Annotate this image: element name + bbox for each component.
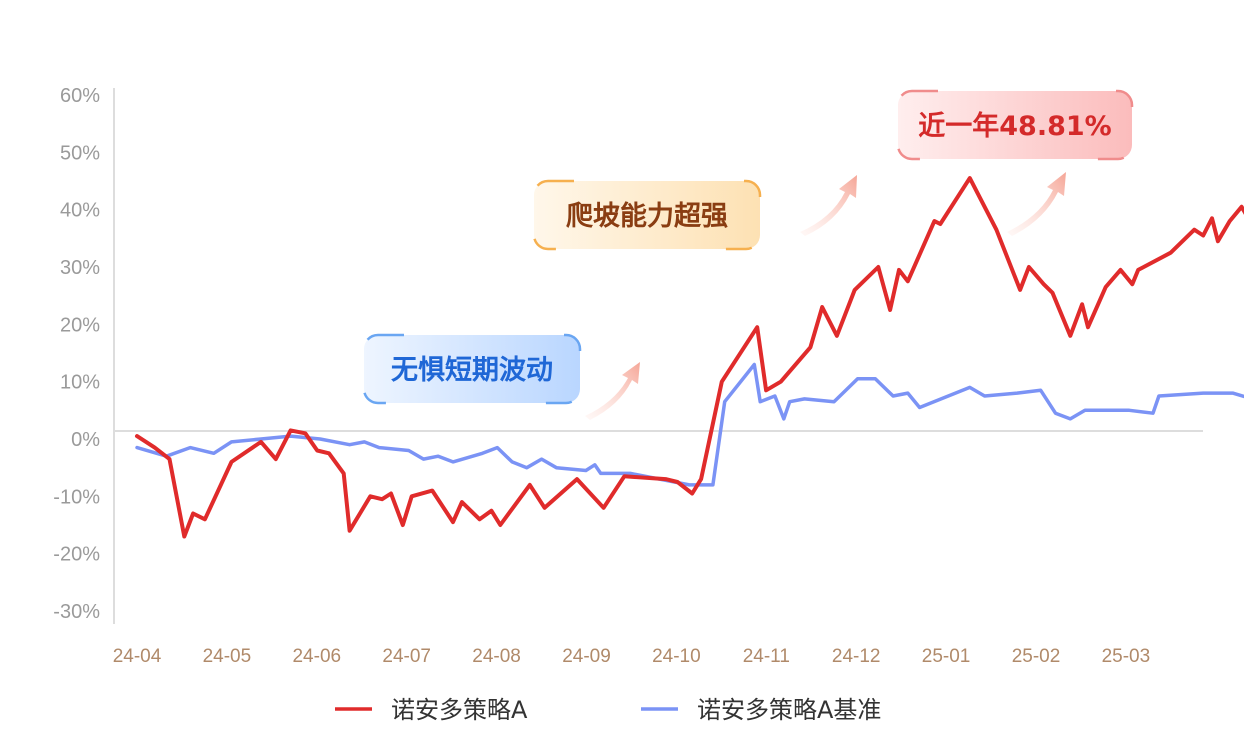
callout-blue-text: 无惧短期波动: [391, 355, 553, 386]
x-tick-label: 24-04: [113, 646, 162, 667]
y-tick-labels: 60% 50% 40% 30% 20% 10% 0% -10% -20% -30%: [53, 85, 100, 623]
x-tick-labels: 24-04 24-05 24-06 24-07 24-08 24-09 24-10 24-11…: [113, 646, 1151, 667]
x-tick-label: 24-08: [472, 646, 521, 667]
x-tick-label: 24-12: [832, 646, 881, 667]
legend-label-fund: 诺安多策略A: [391, 696, 528, 724]
y-tick-label: -30%: [53, 601, 100, 623]
x-tick-label: 24-07: [382, 646, 431, 667]
series-lines: [135, 176, 1244, 539]
y-tick-label: 10%: [60, 372, 100, 394]
x-tick-label: 25-02: [1012, 646, 1061, 667]
series-line-benchmark: [135, 362, 1244, 487]
y-tick-label: -20%: [53, 544, 100, 566]
x-tick-label: 24-11: [743, 646, 790, 667]
x-tick-label: 24-10: [652, 646, 701, 667]
callout-red: 近一年48.81%: [896, 89, 1134, 161]
y-tick-label: 60%: [60, 85, 100, 107]
callout-red-text: 近一年48.81%: [918, 110, 1111, 142]
x-tick-label: 25-01: [922, 646, 971, 667]
y-tick-label: -10%: [53, 486, 100, 508]
callout-blue: 无惧短期波动: [362, 333, 582, 405]
legend-label-benchmark: 诺安多策略A基准: [697, 696, 881, 724]
y-tick-label: 30%: [60, 257, 100, 279]
x-tick-label: 24-05: [203, 646, 252, 667]
arrow-up-icon: [800, 175, 857, 236]
y-tick-label: 40%: [60, 200, 100, 222]
callout-orange: 爬坡能力超强: [532, 179, 762, 251]
x-tick-label: 24-09: [562, 646, 611, 667]
x-tick-label: 25-03: [1102, 646, 1151, 667]
legend-item-benchmark: 诺安多策略A基准: [641, 696, 881, 724]
x-tick-label: 24-06: [292, 646, 341, 667]
y-tick-label: 20%: [60, 314, 100, 336]
callout-orange-text: 爬坡能力超强: [566, 200, 728, 232]
arrow-up-icon: [585, 362, 640, 420]
y-tick-label: 50%: [60, 142, 100, 164]
y-tick-label: 0%: [71, 429, 100, 451]
legend: 诺安多策略A 诺安多策略A基准: [335, 696, 881, 724]
legend-item-fund: 诺安多策略A: [335, 696, 528, 724]
arrow-up-icon: [1007, 172, 1066, 236]
series-line-fund: [135, 176, 1244, 539]
